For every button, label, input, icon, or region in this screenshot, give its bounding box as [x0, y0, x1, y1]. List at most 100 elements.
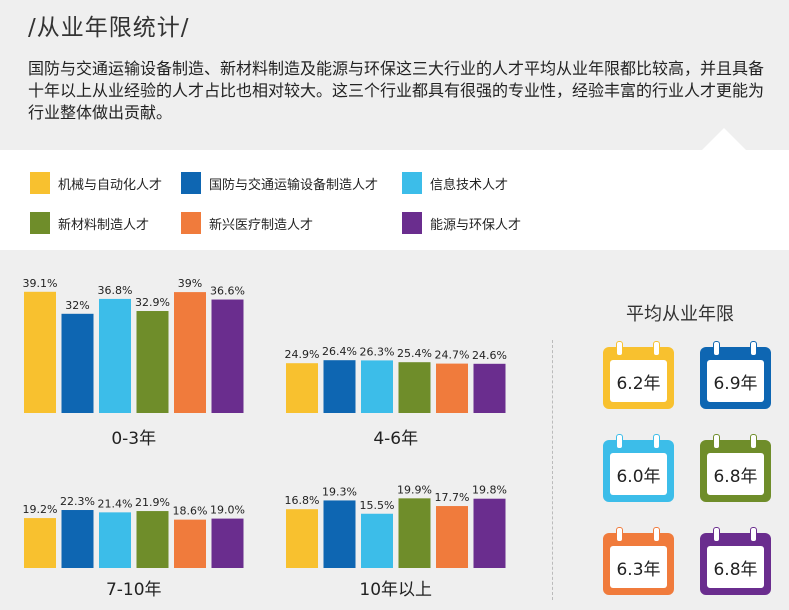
- calendar-machinery: 6.2年: [603, 341, 674, 409]
- bar-defense-group-3: [323, 500, 356, 568]
- bar-defense-group-2: [61, 510, 94, 568]
- bar-value-label: 32%: [65, 299, 89, 312]
- legend-label-medical: 新兴医疗制造人才: [209, 217, 314, 233]
- intro-paragraph: 国防与交通运输设备制造、新材料制造及能源与环保这三大行业的人才平均从业年限都比较…: [28, 59, 765, 122]
- calendar-materials: 6.8年: [700, 434, 771, 502]
- average-value-materials: 6.8年: [707, 453, 764, 495]
- calendar-ring-icon: [750, 434, 757, 449]
- average-title: 平均从业年限: [626, 304, 734, 325]
- calendar-ring-icon: [616, 527, 623, 542]
- bar-it-group-0: [99, 298, 131, 413]
- average-value-it: 6.0年: [610, 453, 667, 495]
- bar-it-group-1: [361, 360, 393, 413]
- group-label: 4-6年: [373, 429, 418, 449]
- calendar-ring-icon: [653, 434, 660, 449]
- bar-value-label: 25.4%: [397, 347, 432, 360]
- bar-value-label: 39.1%: [23, 277, 58, 290]
- bar-it-group-2: [99, 512, 131, 568]
- legend-swatch-defense: [181, 172, 201, 194]
- legend-label-materials: 新材料制造人才: [58, 217, 150, 233]
- bar-materials-group-1: [398, 362, 431, 413]
- bar-value-label: 39%: [178, 277, 202, 290]
- bar-energy-group-0: [211, 299, 244, 413]
- bar-defense-group-1: [323, 360, 356, 413]
- bar-medical-group-3: [436, 506, 468, 568]
- calendar-ring-icon: [713, 527, 720, 542]
- calendar-ring-icon: [616, 434, 623, 449]
- legend-swatch-it: [402, 172, 422, 194]
- group-label: 0-3年: [111, 429, 156, 449]
- group-label: 10年以上: [359, 580, 432, 600]
- calendar-ring-icon: [653, 341, 660, 356]
- bar-value-label: 32.9%: [135, 296, 170, 309]
- bar-energy-group-2: [211, 518, 244, 568]
- group-label: 7-10年: [106, 580, 162, 600]
- calendar-medical: 6.3年: [603, 527, 674, 595]
- bar-energy-group-3: [473, 498, 506, 568]
- bar-value-label: 19.3%: [322, 485, 357, 498]
- legend-swatch-energy: [402, 212, 422, 234]
- bar-value-label: 26.4%: [322, 345, 357, 358]
- bar-value-label: 26.3%: [360, 345, 395, 358]
- bar-materials-group-2: [136, 511, 169, 568]
- average-value-energy: 6.8年: [707, 546, 764, 588]
- bar-value-label: 22.3%: [60, 495, 95, 508]
- bar-value-label: 18.6%: [173, 505, 208, 518]
- calendar-it: 6.0年: [603, 434, 674, 502]
- bar-machinery-group-0: [24, 291, 56, 413]
- bar-value-label: 19.8%: [472, 484, 507, 497]
- bar-machinery-group-1: [286, 363, 318, 413]
- calendar-ring-icon: [653, 527, 660, 542]
- calendar-energy: 6.8年: [700, 527, 771, 595]
- bar-machinery-group-3: [286, 509, 318, 568]
- calendar-ring-icon: [750, 341, 757, 356]
- bar-value-label: 24.9%: [285, 348, 320, 361]
- bar-value-label: 16.8%: [285, 494, 320, 507]
- calendar-ring-icon: [713, 434, 720, 449]
- bar-value-label: 17.7%: [435, 491, 470, 504]
- bar-value-label: 21.9%: [135, 496, 170, 509]
- legend-item-machinery: 机械与自动化人才: [30, 172, 162, 194]
- legend-panel: 机械与自动化人才 国防与交通运输设备制造人才 信息技术人才 新材料制造人才 新兴…: [0, 150, 789, 250]
- legend-item-defense: 国防与交通运输设备制造人才: [181, 172, 378, 194]
- bar-value-label: 15.5%: [360, 499, 395, 512]
- bar-value-label: 36.6%: [210, 285, 245, 298]
- bar-machinery-group-2: [24, 518, 56, 568]
- bar-it-group-3: [361, 513, 393, 568]
- bar-value-label: 36.8%: [98, 284, 133, 297]
- calendar-ring-icon: [750, 527, 757, 542]
- bar-value-label: 19.2%: [23, 503, 58, 516]
- bar-medical-group-0: [174, 292, 206, 413]
- bar-value-label: 19.0%: [210, 504, 245, 517]
- bar-medical-group-1: [436, 363, 468, 413]
- calendar-ring-icon: [616, 341, 623, 356]
- bar-materials-group-3: [398, 498, 431, 568]
- legend-label-it: 信息技术人才: [430, 177, 509, 193]
- legend-item-materials: 新材料制造人才: [30, 212, 149, 234]
- legend-swatch-materials: [30, 212, 50, 234]
- legend-swatch-medical: [181, 212, 201, 234]
- calendar-defense: 6.9年: [700, 341, 771, 409]
- average-value-machinery: 6.2年: [610, 360, 667, 402]
- average-value-defense: 6.9年: [707, 360, 764, 402]
- average-value-medical: 6.3年: [610, 546, 667, 588]
- bar-value-label: 19.9%: [397, 483, 432, 496]
- bar-value-label: 24.6%: [472, 349, 507, 362]
- bar-defense-group-0: [61, 313, 94, 413]
- legend-item-medical: 新兴医疗制造人才: [181, 212, 313, 234]
- section-divider: [552, 340, 553, 600]
- panel-notch: [702, 128, 746, 150]
- legend-item-it: 信息技术人才: [402, 172, 508, 194]
- legend-item-energy: 能源与环保人才: [402, 212, 521, 234]
- page-title: /从业年限统计/: [28, 15, 190, 41]
- legend-label-machinery: 机械与自动化人才: [58, 177, 163, 193]
- bar-materials-group-0: [136, 311, 169, 413]
- bar-energy-group-1: [473, 363, 506, 413]
- legend-swatch-machinery: [30, 172, 50, 194]
- bar-value-label: 24.7%: [435, 349, 470, 362]
- bar-medical-group-2: [174, 519, 206, 568]
- legend-label-defense: 国防与交通运输设备制造人才: [209, 177, 379, 193]
- bar-value-label: 21.4%: [98, 497, 133, 510]
- legend-label-energy: 能源与环保人才: [430, 217, 522, 233]
